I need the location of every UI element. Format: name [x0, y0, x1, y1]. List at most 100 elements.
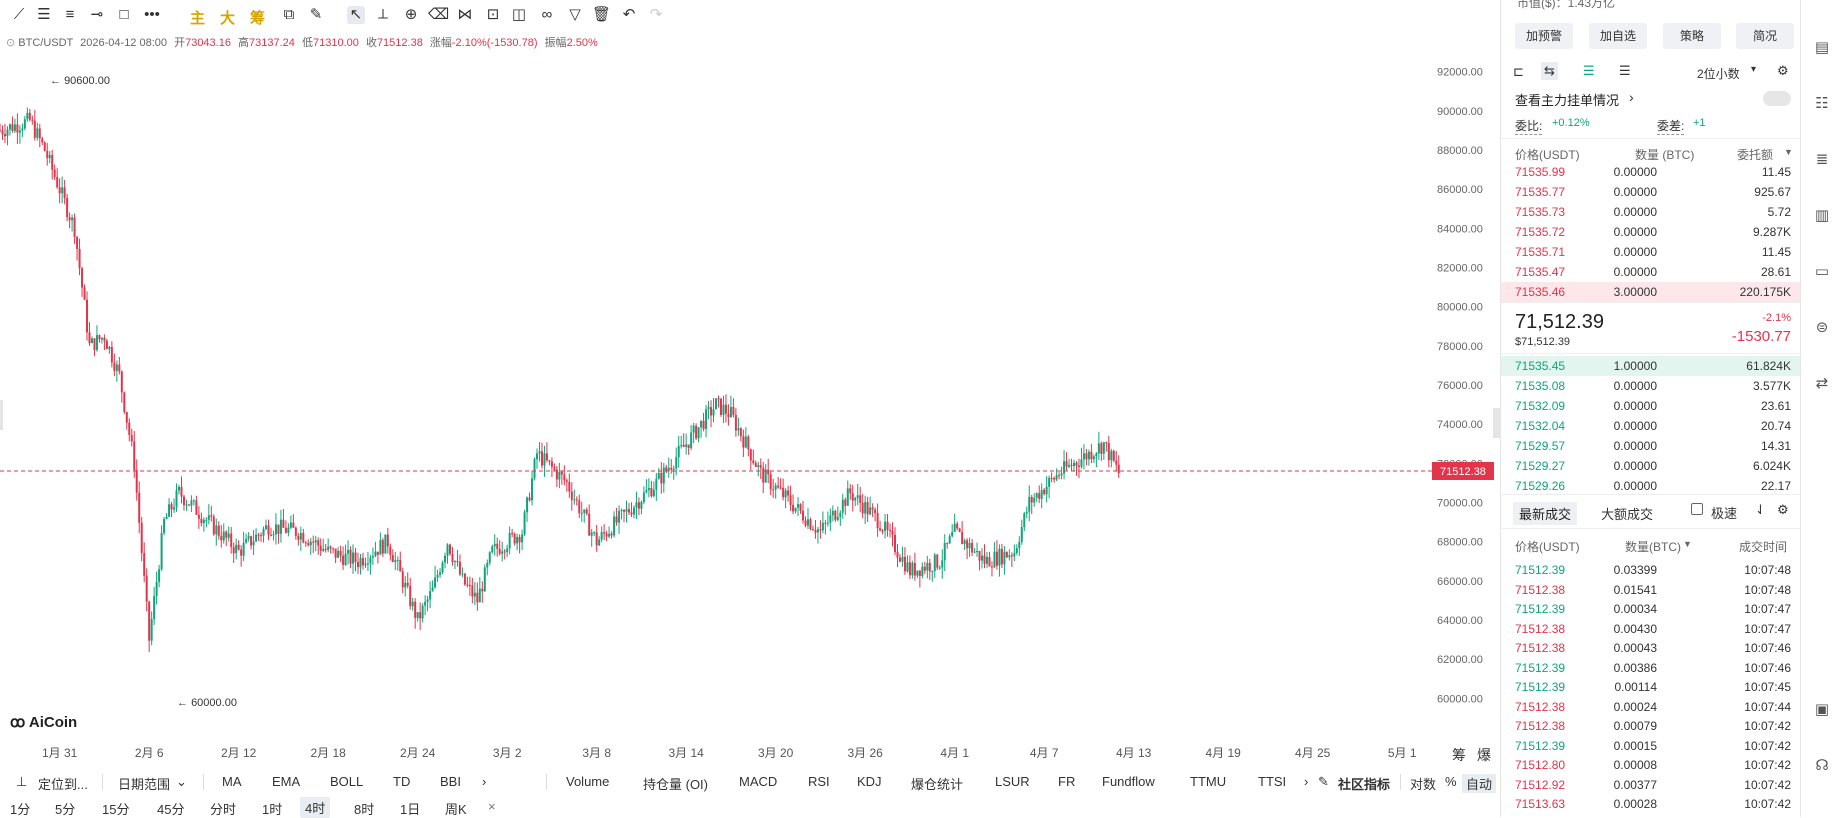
- indicator-oi[interactable]: 持仓量 (OI): [643, 777, 708, 792]
- trade-row[interactable]: 71512.39 0.00386 10:07:46: [1501, 658, 1801, 678]
- tf-8h[interactable]: 8时: [354, 802, 375, 817]
- layout-split-icon[interactable]: ⇆: [1541, 62, 1558, 80]
- indicator-volume[interactable]: Volume: [566, 774, 610, 789]
- collapse-icon[interactable]: ⊙: [6, 37, 16, 49]
- chevron-down-icon[interactable]: ▼: [1683, 539, 1692, 549]
- trend-line-icon[interactable]: ⟋: [13, 6, 25, 23]
- indicator-ema[interactable]: EMA: [272, 774, 301, 789]
- rectangle-icon[interactable]: □: [119, 6, 129, 23]
- indicator-rsi[interactable]: RSI: [808, 774, 830, 789]
- indicator-boll[interactable]: BOLL: [330, 774, 364, 789]
- strategy-button[interactable]: 策略: [1663, 23, 1721, 49]
- decimals-select[interactable]: 2位小数: [1697, 67, 1740, 81]
- trade-row[interactable]: 71512.38 0.01541 10:07:48: [1501, 580, 1801, 600]
- trash-icon[interactable]: 🗑: [592, 6, 612, 23]
- lock-icon[interactable]: ⊡: [486, 6, 500, 23]
- trade-row[interactable]: 71512.92 0.00377 10:07:42: [1501, 775, 1801, 795]
- bid-row[interactable]: 71529.26 0.00000 22.17: [1501, 476, 1801, 496]
- chevron-down-icon[interactable]: ⌄: [176, 774, 187, 789]
- auto-scale-toggle[interactable]: 自动: [1462, 774, 1497, 793]
- tf-1h[interactable]: 1时: [262, 802, 283, 817]
- indicator-ma[interactable]: MA: [222, 774, 242, 789]
- filter-icon[interactable]: ▽: [569, 6, 581, 23]
- ask-row[interactable]: 71535.46 3.00000 220.175K: [1501, 282, 1801, 302]
- bid-row[interactable]: 71535.08 0.00000 3.577K: [1501, 376, 1801, 396]
- chip-button[interactable]: 筹: [250, 10, 266, 27]
- tf-timeline[interactable]: 分时: [210, 802, 237, 817]
- chevron-right-icon[interactable]: ›: [482, 774, 487, 789]
- indicator-kdj[interactable]: KDJ: [857, 774, 882, 789]
- ask-row[interactable]: 71535.77 0.00000 925.67: [1501, 182, 1801, 202]
- ask-row[interactable]: 71535.99 0.00000 11.45: [1501, 162, 1801, 182]
- ask-row[interactable]: 71535.72 0.00000 9.287K: [1501, 222, 1801, 242]
- tf-15m[interactable]: 15分: [102, 802, 130, 817]
- tf-1m[interactable]: 1分: [10, 802, 31, 817]
- close-icon[interactable]: ×: [488, 799, 496, 814]
- indicator-fundflow[interactable]: Fundflow: [1102, 774, 1155, 789]
- zoom-icon[interactable]: ⊕: [404, 6, 418, 23]
- trade-row[interactable]: 71512.38 0.00043 10:07:46: [1501, 638, 1801, 658]
- robot-icon[interactable]: ⊜: [1815, 319, 1829, 336]
- tf-45m[interactable]: 45分: [157, 802, 185, 817]
- tf-4h[interactable]: 4时: [300, 797, 331, 818]
- indicator-liquidation[interactable]: 爆仓统计: [911, 777, 964, 792]
- indicator-bbi[interactable]: BBI: [440, 774, 461, 789]
- document-icon[interactable]: ☷: [1815, 95, 1829, 112]
- horizontal-lines-icon[interactable]: ☰: [37, 6, 51, 23]
- log-scale-toggle[interactable]: 对数: [1410, 777, 1437, 792]
- indicator-ttmu[interactable]: TTMU: [1190, 774, 1227, 789]
- bid-row[interactable]: 71532.04 0.00000 20.74: [1501, 416, 1801, 436]
- brush-icon[interactable]: ✎: [309, 6, 323, 23]
- tab-latest-trades[interactable]: 最新成交: [1513, 502, 1578, 525]
- layout-bids-icon[interactable]: ☰: [1583, 63, 1595, 78]
- speed-checkbox[interactable]: [1691, 503, 1703, 515]
- indicator-ttsi[interactable]: TTSI: [1258, 774, 1287, 789]
- clipboard-icon[interactable]: ▤: [1814, 39, 1830, 56]
- col-amount-header[interactable]: 委托额: [1737, 148, 1774, 162]
- trade-row[interactable]: 71512.39 0.00034 10:07:47: [1501, 599, 1801, 619]
- ask-row[interactable]: 71535.71 0.00000 11.45: [1501, 242, 1801, 262]
- more-dots-icon[interactable]: •••: [144, 6, 160, 23]
- percent-toggle[interactable]: %: [1445, 774, 1457, 789]
- list-icon[interactable]: ≣: [1815, 151, 1829, 168]
- indicator-lsur[interactable]: LSUR: [995, 774, 1030, 789]
- card-icon[interactable]: ▭: [1814, 263, 1830, 280]
- screenshot-icon[interactable]: ⧉: [283, 6, 295, 23]
- overview-button[interactable]: 简况: [1736, 23, 1794, 49]
- undo-icon[interactable]: ↶: [622, 6, 636, 23]
- bid-row[interactable]: 71535.45 1.00000 61.824K: [1501, 356, 1801, 376]
- tab-large-trades[interactable]: 大额成交: [1601, 507, 1654, 522]
- ask-row[interactable]: 71535.47 0.00000 28.61: [1501, 262, 1801, 282]
- bid-row[interactable]: 71529.27 0.00000 6.024K: [1501, 456, 1801, 476]
- link-icon[interactable]: ∞: [541, 6, 553, 23]
- layout-asks-icon[interactable]: ☰: [1619, 63, 1631, 78]
- trade-row[interactable]: 71512.39 0.00114 10:07:45: [1501, 677, 1801, 697]
- big-order-button[interactable]: 大: [220, 10, 236, 27]
- trade-qty-header[interactable]: 数量(BTC): [1625, 540, 1681, 554]
- trade-row[interactable]: 71513.63 0.00028 10:07:42: [1501, 794, 1801, 814]
- visibility-icon[interactable]: ◫: [511, 6, 527, 23]
- layout-both-icon[interactable]: ⊏: [1513, 64, 1524, 79]
- locate-icon[interactable]: ⊥: [16, 774, 28, 789]
- tf-1d[interactable]: 1日: [400, 802, 421, 817]
- add-watchlist-button[interactable]: 加自选: [1589, 23, 1647, 49]
- community-icon[interactable]: ✎: [1318, 774, 1329, 789]
- chevron-down-icon[interactable]: ▼: [1784, 147, 1793, 157]
- main-orders-link[interactable]: 查看主力挂单情况: [1515, 93, 1620, 108]
- chevron-down-icon[interactable]: ▾: [1751, 64, 1757, 75]
- ask-row[interactable]: 71535.73 0.00000 5.72: [1501, 202, 1801, 222]
- indicator-macd[interactable]: MACD: [739, 774, 778, 789]
- chevron-right-icon[interactable]: ›: [1304, 774, 1309, 789]
- horizontal-ray-icon[interactable]: ⊸: [90, 6, 104, 23]
- trade-row[interactable]: 71512.80 0.00008 10:07:42: [1501, 755, 1801, 775]
- list-sort-icon[interactable]: ⇃: [1755, 502, 1766, 517]
- headset-icon[interactable]: ☊: [1815, 757, 1829, 774]
- settings-icon[interactable]: ⚙: [1777, 63, 1789, 78]
- bid-row[interactable]: 71532.09 0.00000 23.61: [1501, 396, 1801, 416]
- cursor-icon[interactable]: ↖: [347, 6, 365, 24]
- settings-icon[interactable]: ⚙: [1777, 502, 1789, 517]
- community-indicators[interactable]: 社区指标: [1338, 777, 1391, 792]
- layout-icon[interactable]: ▣: [1814, 701, 1830, 718]
- trade-row[interactable]: 71512.39 0.03399 10:07:48: [1501, 560, 1801, 580]
- magnet-icon[interactable]: ⋈: [457, 6, 473, 23]
